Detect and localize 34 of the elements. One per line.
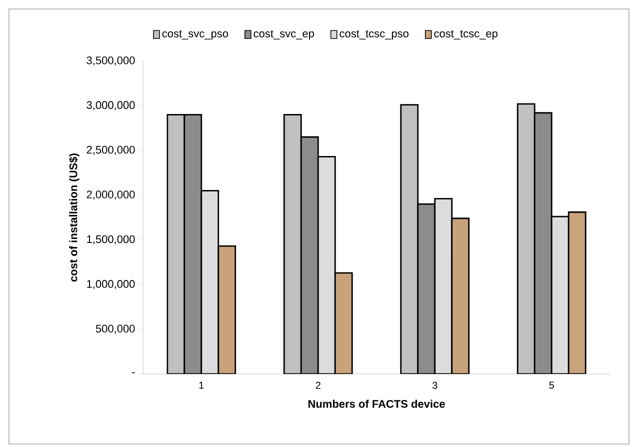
bar [534,112,552,374]
bar [434,198,453,374]
y-tick-label: 1,500,000 [87,235,135,244]
legend-label: cost_tcsc_pso [340,30,408,40]
bar [451,218,470,374]
legend-label: cost_svc_pso [162,30,228,40]
bar [568,211,586,374]
bar [400,104,419,374]
x-tick-label: 5 [549,382,554,389]
bar [317,156,336,374]
y-tick-label: 2,500,000 [86,146,135,155]
y-tick-label: 500,000 [96,324,135,334]
bar [283,114,302,374]
x-tick-label: 1 [199,382,204,389]
bar [200,190,220,374]
bar [300,136,319,374]
y-tick-label: 3,000,000 [86,101,135,110]
x-tick-label: 3 [432,382,438,389]
y-tick-label: - [132,372,135,374]
bar [184,114,202,374]
legend-label: cost_tcsc_ep [434,30,498,40]
bar [417,203,436,374]
bar [166,114,186,374]
bar [516,103,536,374]
x-tick-label: 2 [316,382,320,389]
y-tick-label: 2,000,000 [86,190,135,200]
y-axis-title: cost of installation (US$) [68,154,80,282]
legend-label: cost_svc_ep [254,30,314,40]
y-tick-label: 1,000,000 [87,280,135,290]
bar [550,216,570,374]
y-tick-label: 3,500,000 [86,56,135,66]
bar [218,245,236,374]
bar [334,272,353,374]
x-axis-title: Numbers of FACTS device [308,400,445,408]
